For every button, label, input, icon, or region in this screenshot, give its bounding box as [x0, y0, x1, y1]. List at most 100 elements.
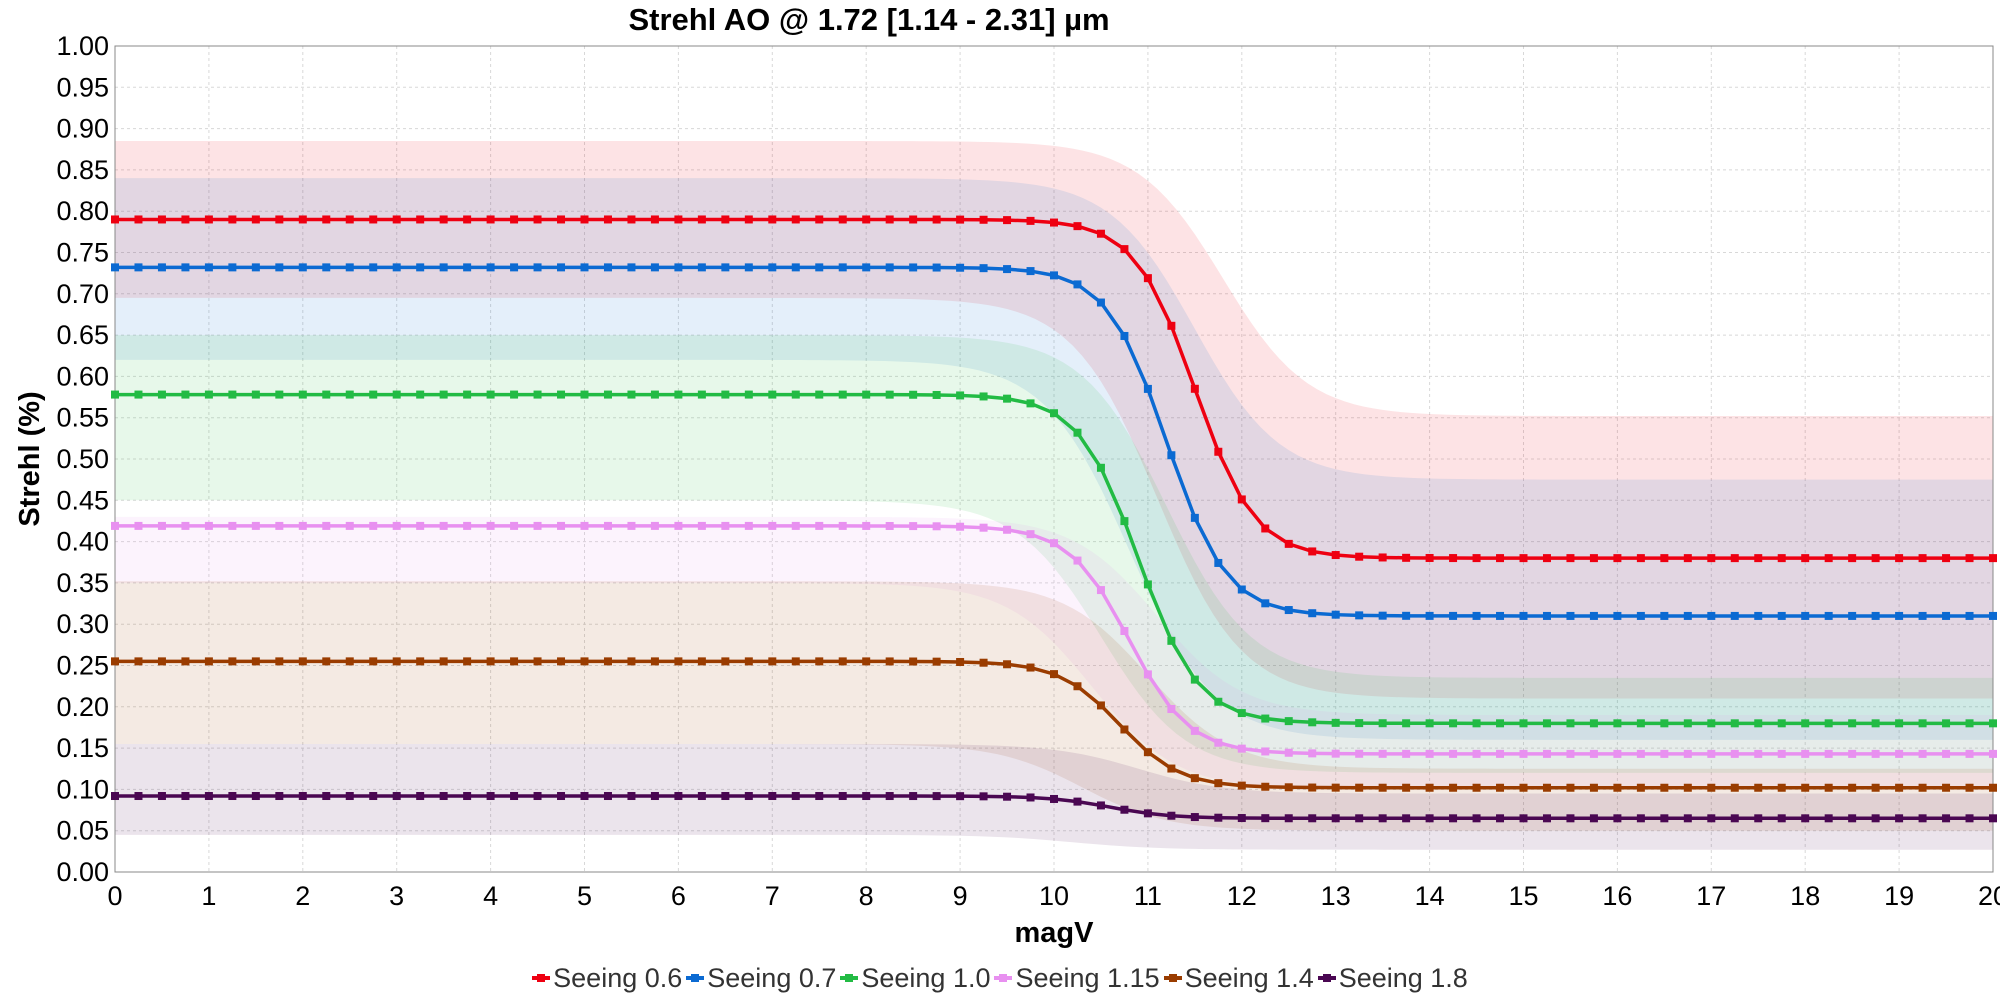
legend-item[interactable]: Seeing 0.7 [686, 963, 836, 994]
data-point [134, 657, 143, 666]
data-point [1050, 539, 1058, 548]
data-point [439, 657, 448, 666]
data-point [1566, 783, 1575, 792]
data-point [697, 521, 706, 530]
data-point [932, 263, 941, 272]
data-point [1613, 719, 1622, 728]
series-lines [111, 215, 1997, 823]
data-point [697, 657, 706, 666]
data-point [1636, 814, 1645, 823]
data-point [721, 215, 730, 224]
data-point [181, 792, 190, 801]
data-point [1425, 814, 1434, 823]
data-point [580, 390, 589, 399]
data-point [1261, 524, 1270, 533]
legend-item[interactable]: Seeing 1.0 [840, 963, 990, 994]
data-point [627, 657, 636, 666]
plot-frame [114, 45, 1994, 873]
data-point [1777, 554, 1786, 563]
data-point [557, 215, 566, 224]
data-point [1496, 611, 1505, 620]
data-point [1519, 783, 1528, 792]
data-point [557, 792, 566, 801]
data-point [1120, 517, 1129, 526]
legend-item[interactable]: Seeing 1.8 [1317, 963, 1468, 994]
data-point [979, 523, 988, 532]
y-tick-label: 0.80 [56, 196, 109, 226]
data-point [1613, 749, 1622, 758]
data-point [1918, 783, 1927, 792]
data-point [275, 792, 284, 801]
data-point [1777, 719, 1786, 728]
data-point [697, 215, 706, 224]
data-point [1871, 814, 1880, 823]
data-point [1003, 394, 1012, 403]
data-point [1683, 749, 1692, 758]
legend-item[interactable]: Seeing 1.15 [994, 963, 1160, 994]
data-point [1355, 814, 1364, 823]
data-point [1871, 783, 1880, 792]
data-point [815, 521, 824, 530]
data-point [1355, 749, 1364, 758]
data-point [1848, 719, 1857, 728]
data-point [369, 657, 378, 666]
data-point [157, 657, 166, 666]
data-point [228, 792, 237, 801]
data-point [885, 390, 894, 399]
legend-item[interactable]: Seeing 0.6 [532, 963, 682, 994]
data-point [1167, 811, 1176, 820]
data-point [838, 657, 847, 666]
data-point [322, 263, 331, 272]
data-point [1965, 611, 1974, 620]
data-point [439, 390, 448, 399]
y-tick-label: 0.95 [56, 72, 109, 102]
x-tick-label: 17 [1696, 881, 1726, 911]
data-point [815, 390, 824, 399]
data-point [1660, 749, 1669, 758]
data-point [275, 215, 284, 224]
data-point [1965, 719, 1974, 728]
data-point [885, 263, 894, 272]
data-point [1566, 611, 1575, 620]
data-point [1096, 801, 1105, 810]
data-point [1449, 719, 1458, 728]
data-point [1848, 749, 1857, 758]
data-point [181, 521, 190, 530]
data-point [486, 215, 495, 224]
data-point [1566, 719, 1575, 728]
data-point [1824, 749, 1833, 758]
data-point [932, 215, 941, 224]
data-point [909, 215, 918, 224]
data-point [1519, 719, 1528, 728]
data-point [1378, 749, 1387, 758]
data-point [1660, 814, 1669, 823]
data-point [1003, 216, 1012, 225]
data-point [815, 215, 824, 224]
data-point [181, 657, 190, 666]
data-point [1284, 539, 1293, 548]
data-point [1214, 558, 1223, 567]
data-point [1472, 783, 1481, 792]
legend-swatch [1163, 971, 1182, 985]
data-point [1730, 719, 1739, 728]
legend-item[interactable]: Seeing 1.4 [1163, 963, 1314, 994]
data-point [862, 215, 871, 224]
data-point [909, 390, 918, 399]
legend-swatch [840, 971, 859, 985]
data-point [1449, 554, 1458, 563]
data-point [862, 263, 871, 272]
data-point [1331, 610, 1340, 619]
data-point [1519, 611, 1528, 620]
data-point [1003, 792, 1012, 801]
y-tick-label: 0.40 [56, 527, 109, 557]
data-point [744, 657, 753, 666]
legend-swatch [994, 971, 1013, 985]
data-point [1589, 719, 1598, 728]
y-tick-label: 1.00 [56, 31, 109, 61]
data-point [1190, 675, 1199, 684]
data-point [650, 263, 659, 272]
data-point [1355, 719, 1364, 728]
data-point [1566, 554, 1575, 563]
data-point [1683, 611, 1692, 620]
data-point [1566, 749, 1575, 758]
